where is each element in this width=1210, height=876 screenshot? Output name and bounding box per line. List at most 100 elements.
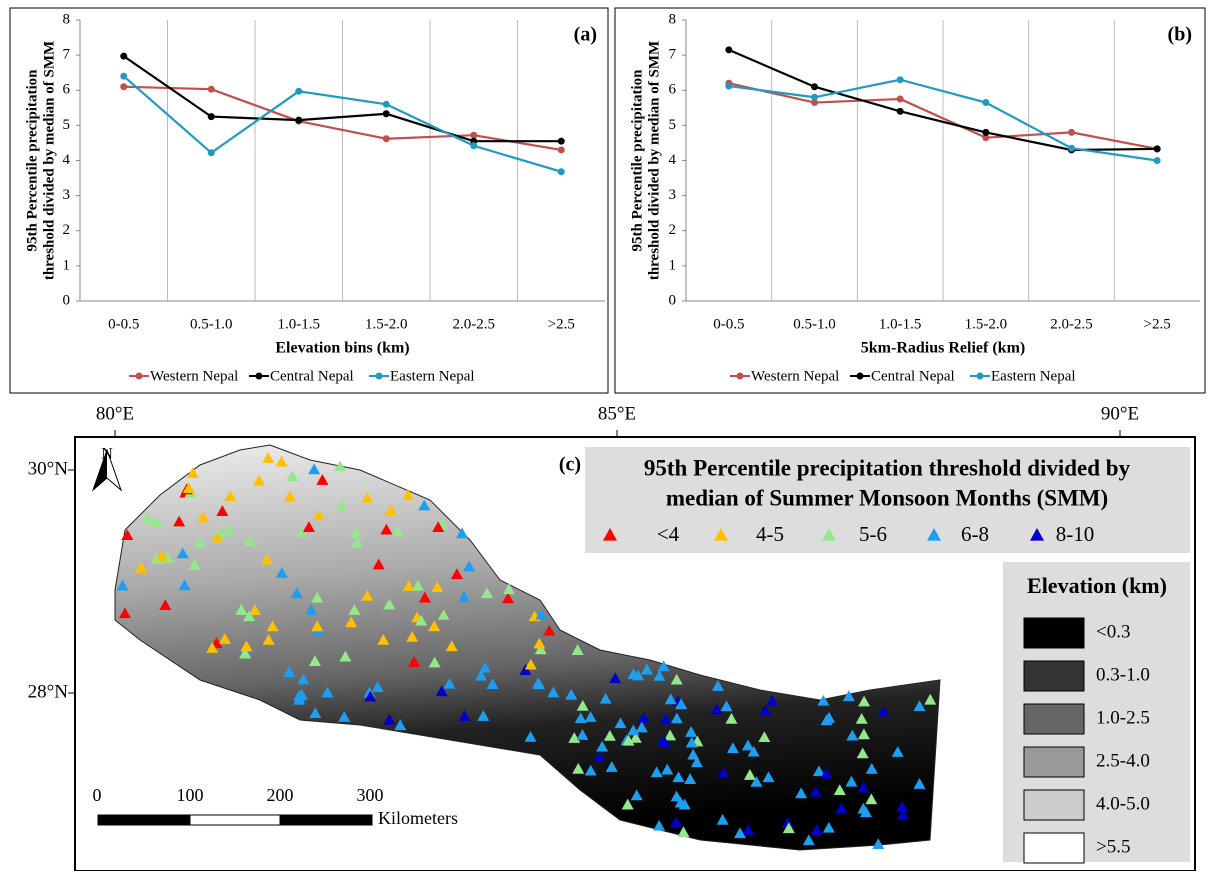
data-point [120,83,127,90]
x-tick-label: 0.5-1.0 [793,316,836,332]
y-tick-label: 3 [63,187,71,203]
legend-marker [376,373,383,380]
data-point [558,146,565,153]
x-tick-label: 2.0-2.5 [453,316,496,332]
data-point [383,110,390,117]
data-point [982,129,989,136]
data-point [725,83,732,90]
legend-marker [136,373,143,380]
x-tick-label: 0.5-1.0 [190,316,233,332]
legend-label: 4-5 [756,522,784,546]
elevation-swatch [1024,833,1084,863]
scale-bar [190,815,280,825]
data-point [208,149,215,156]
elevation-swatch [1024,618,1084,648]
lon-label: 90°E [1101,403,1139,424]
y-tick-label: 6 [63,82,71,98]
y-tick-label: 7 [63,47,71,63]
y-tick-label: 8 [669,11,677,27]
legend-marker [857,373,864,380]
data-point [383,101,390,108]
elevation-swatch [1024,661,1084,691]
data-point [982,99,989,106]
data-point [897,96,904,103]
panel-b-frame [615,8,1205,393]
panel-label: (b) [1168,24,1192,46]
data-point [295,117,302,124]
y-tick-label: 6 [669,82,677,98]
data-point [295,88,302,95]
elevation-swatch [1024,704,1084,734]
data-point [897,108,904,115]
data-point [208,113,215,120]
x-tick-label: >2.5 [1144,316,1171,332]
x-axis-title: Elevation bins (km) [275,340,409,357]
y-tick-label: 2 [669,222,677,238]
elevation-label: >5.5 [1096,836,1130,857]
x-tick-label: 1.5-2.0 [965,316,1008,332]
y-axis-title: 95th Percentile precipitation [629,69,645,252]
data-point [383,135,390,142]
data-point [811,83,818,90]
data-point [208,86,215,93]
elevation-label: 1.0-2.5 [1096,707,1150,728]
scale-label: 0 [93,785,102,805]
scale-bar [98,815,190,825]
data-point [725,46,732,53]
y-tick-label: 5 [669,117,677,133]
panel-label: (a) [574,24,597,46]
data-point [1154,157,1161,164]
legend-label: 8-10 [1056,522,1095,546]
legend-label: <4 [657,522,680,546]
legend-title: 95th Percentile precipitation threshold … [644,455,1131,480]
data-point [1154,145,1161,152]
y-tick-label: 8 [63,11,71,27]
data-point [1068,145,1075,152]
elevation-swatch [1024,747,1084,777]
y-tick-label: 0 [63,292,71,308]
data-point [120,73,127,80]
y-tick-label: 1 [63,257,71,273]
legend-marker [256,373,263,380]
lon-label: 85°E [598,403,636,424]
legend-marker [977,373,984,380]
y-axis-title: threshold divided by median of SMM [41,41,57,280]
x-tick-label: 1.5-2.0 [365,316,408,332]
legend-label: Western Nepal [150,368,238,384]
legend-marker [737,373,744,380]
elevation-title: Elevation (km) [1027,573,1167,598]
lon-label: 80°E [96,403,134,424]
data-point [811,94,818,101]
scale-label: 100 [177,785,204,805]
panel-label: (c) [559,454,581,476]
scale-bar [280,815,372,825]
data-point [120,53,127,60]
x-tick-label: 2.0-2.5 [1050,316,1093,332]
panel-a-frame [10,8,608,393]
x-tick-label: 1.0-1.5 [879,316,922,332]
y-axis-title: 95th Percentile precipitation [24,69,40,252]
x-tick-label: >2.5 [548,316,575,332]
legend-label: Eastern Nepal [991,368,1076,384]
elevation-label: <0.3 [1096,621,1130,642]
data-point [897,76,904,83]
data-point [470,142,477,149]
x-tick-label: 1.0-1.5 [278,316,321,332]
y-tick-label: 4 [63,152,71,168]
data-point [558,168,565,175]
x-tick-label: 0-0.5 [713,316,744,332]
legend-label: Western Nepal [751,368,839,384]
y-tick-label: 3 [669,187,677,203]
y-tick-label: 4 [669,152,677,168]
elevation-swatch [1024,790,1084,820]
data-point [558,138,565,145]
data-point [1068,129,1075,136]
elevation-label: 0.3-1.0 [1096,664,1150,685]
legend-label: Central Nepal [871,368,955,384]
elevation-label: 2.5-4.0 [1096,750,1150,771]
scale-label: 300 [357,785,384,805]
page: {"chart_data": [ {"type": "line", "panel… [0,0,1210,871]
legend-label: 5-6 [859,522,887,546]
lat-label: 28°N [28,681,69,702]
data-point [470,132,477,139]
